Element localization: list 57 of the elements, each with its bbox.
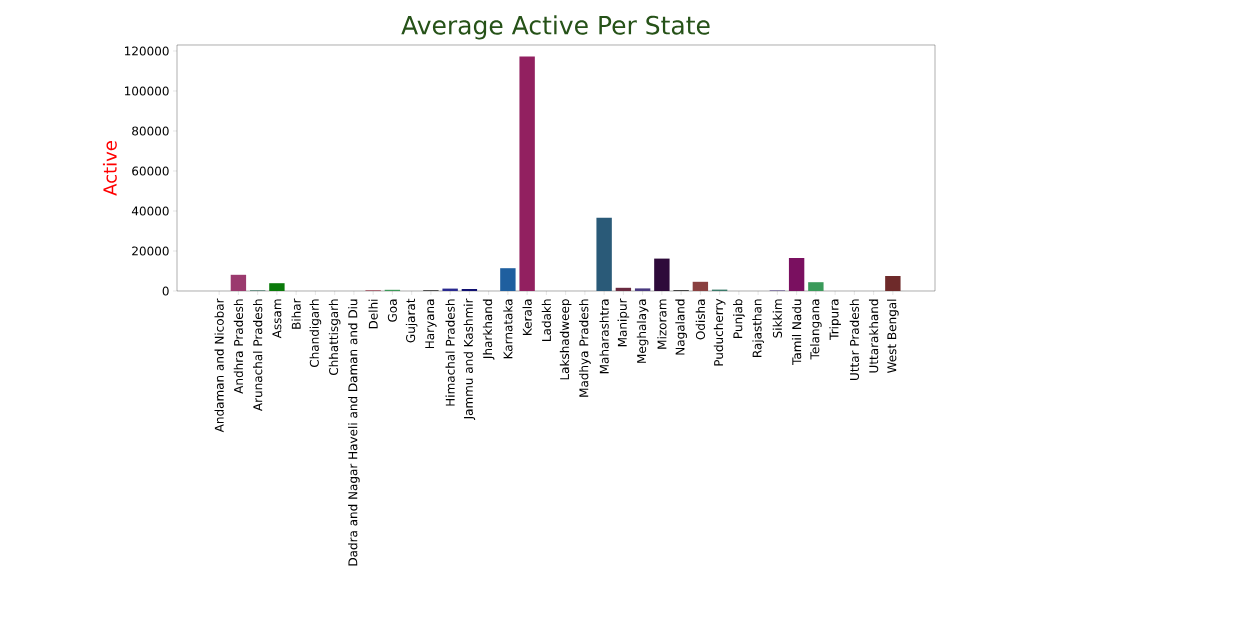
x-tick-label: West Bengal (887, 299, 899, 373)
x-tick-label: Goa (387, 299, 397, 322)
y-axis-title: Active (102, 141, 117, 196)
bar (808, 282, 824, 291)
x-tick-label: Jammu and Kashmir (463, 298, 476, 421)
x-tick-label: Tripura (829, 299, 841, 340)
bar (885, 276, 901, 291)
x-tick-label: Maharashtra (599, 299, 609, 374)
x-tick-label: Tamil Nadu (791, 299, 802, 365)
x-tick-label: Rajasthan (752, 299, 764, 357)
x-tick-label: Delhi (368, 299, 378, 329)
x-tick-label: Meghalaya (636, 299, 649, 363)
x-tick-label: Madhya Pradesh (579, 299, 591, 397)
bar (654, 258, 670, 291)
x-tick-label: Uttarakhand (868, 299, 879, 373)
x-tick-label: Sikkim (772, 299, 783, 338)
x-tick-label: Chandigarh (309, 299, 322, 368)
x-tick-label: Himachal Pradesh (445, 299, 455, 406)
x-tick-label: Mizoram (657, 299, 667, 349)
y-tick-label: 80000 (132, 126, 169, 136)
bar (788, 258, 805, 291)
y-tick-label: 120000 (124, 46, 169, 56)
y-tick-label: 100000 (124, 86, 169, 96)
x-tick-label: Lakshadweep (559, 299, 572, 380)
x-tick-label: Jharkhand (482, 299, 495, 360)
bar (500, 268, 516, 291)
x-tick-label: Odisha (695, 299, 706, 340)
bar (519, 56, 535, 291)
x-tick-label: Haryana (425, 299, 437, 349)
bar (269, 283, 285, 291)
x-tick-label: Gujarat (405, 298, 418, 343)
bar (634, 288, 651, 291)
chart-title: Average Active Per State (401, 15, 710, 40)
x-tick-label: Arunachal Pradesh (253, 299, 263, 412)
x-tick-label: Nagaland (675, 299, 687, 355)
x-tick-label: Punjab (733, 299, 745, 338)
x-tick-label: Bihar (291, 298, 301, 329)
x-tick-label: Puducherry (713, 298, 726, 366)
y-tick-label: 60000 (132, 166, 169, 176)
bar (692, 281, 709, 291)
bar (230, 274, 247, 291)
x-tick-label: Andaman and Nicobar (214, 298, 224, 433)
y-tick-label: 40000 (131, 206, 169, 216)
bar (596, 217, 612, 291)
x-tick-label: Kerala (522, 299, 532, 335)
y-tick-label: 20000 (132, 246, 169, 256)
x-tick-label: Manipur (617, 298, 630, 347)
x-tick-label: Dadra and Nagar Haveli and Daman and Diu (348, 299, 360, 566)
x-tick-label: Assam (272, 299, 282, 339)
x-tick-label: Uttar Pradesh (849, 299, 859, 380)
x-tick-label: Karnataka (503, 299, 513, 359)
x-tick-label: Telangana (810, 299, 822, 360)
y-tick-label: 0 (162, 286, 169, 296)
x-tick-label: Andhra Pradesh (233, 299, 244, 394)
bar (615, 287, 632, 291)
x-tick-label: Ladakh (541, 299, 552, 341)
x-tick-label: Chhattisgarh (328, 299, 341, 376)
